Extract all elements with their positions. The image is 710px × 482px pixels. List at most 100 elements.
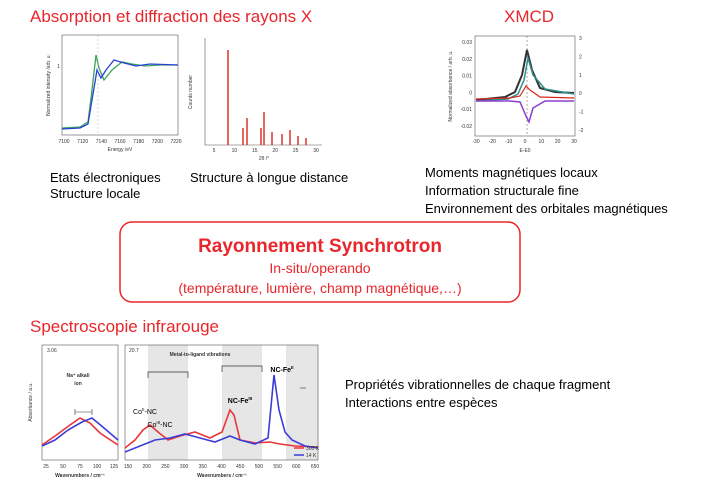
y-tick-label: 1 (57, 64, 60, 70)
axis-label: Normalized intensity /arb. u. (46, 54, 52, 116)
caption: Etats électroniques (50, 170, 161, 185)
y-tick-label: 0.01 (462, 74, 472, 80)
frame (61, 34, 179, 136)
peak-label: NC-FeII (270, 365, 293, 374)
x-tick-label: 0 (524, 139, 527, 145)
x-tick-label: 450 (236, 464, 245, 470)
peak-label: CoII-NC (133, 407, 157, 416)
center-line: (température, lumière, champ magnétique,… (178, 280, 461, 296)
axis-label: Absorbance / a.u. (28, 382, 34, 421)
bracket (221, 365, 263, 372)
frame (474, 35, 576, 137)
y-tick-label: 0.03 (462, 40, 472, 46)
axis-label: Wavenumbers / cm⁻¹ (55, 473, 105, 479)
x-tick-label: 30 (313, 148, 319, 154)
x-tick-label: 25 (293, 148, 299, 154)
axis-label: Wavenumbers / cm⁻¹ (197, 473, 247, 479)
curve (475, 49, 575, 101)
peak-label-base: Co (133, 409, 142, 416)
caption: Environnement des orbitales magnétiques (425, 201, 668, 216)
section-title: XMCD (504, 7, 554, 26)
axis-label: 3.06 (47, 348, 57, 354)
y-tick-label: 3 (579, 36, 582, 42)
x-tick-label: 50 (60, 464, 66, 470)
peak-label-rest: -NC (160, 422, 172, 429)
center-title: Rayonnement Synchrotron (198, 236, 442, 257)
x-tick-label: 550 (273, 464, 282, 470)
x-tick-label: 5 (213, 148, 216, 154)
peak-label: CoIII-NC (147, 420, 172, 429)
x-tick-label: 20 (272, 148, 278, 154)
xas-chart (61, 34, 179, 136)
peak-label-rest: -NC (145, 409, 157, 416)
center-line: In-situ/operando (269, 260, 370, 276)
ir-left-chart (41, 344, 119, 461)
axis-label: 2θ /° (259, 156, 269, 162)
bracket (74, 409, 93, 415)
axis-label: 20.7 (129, 348, 139, 354)
frame (41, 344, 119, 461)
y-tick-label: -1 (579, 110, 584, 116)
band (148, 345, 188, 460)
caption: Structure à longue distance (190, 170, 348, 185)
x-tick-label: 400 (217, 464, 226, 470)
x-tick-label: 500 (255, 464, 264, 470)
frame (124, 344, 319, 461)
axis-label: ion (74, 381, 82, 387)
x-tick-label: 7120 (77, 139, 88, 145)
y-tick-label: 0.02 (462, 57, 472, 63)
axis-label: Counts number (188, 75, 194, 110)
x-tick-label: 30 (571, 139, 577, 145)
x-tick-label: -30 (472, 139, 479, 145)
y-tick-label: 1 (579, 73, 582, 79)
x-tick-label: 7100 (58, 139, 69, 145)
legend-label: 14 K (306, 453, 317, 459)
x-tick-label: 75 (77, 464, 83, 470)
axis-label: Energy /eV (108, 147, 133, 153)
caption: Information structurale fine (425, 183, 579, 198)
x-tick-label: -10 (505, 139, 512, 145)
x-tick-label: 7160 (114, 139, 125, 145)
frame (204, 38, 322, 146)
center-box (119, 221, 521, 303)
curve (41, 417, 119, 446)
x-tick-label: 300 (180, 464, 189, 470)
axis-label: E-E0 (519, 148, 530, 154)
x-tick-label: 350 (199, 464, 208, 470)
curve (475, 85, 575, 100)
bracket (147, 371, 189, 378)
x-tick-label: 100 (93, 464, 102, 470)
x-tick-label: 15 (252, 148, 258, 154)
x-tick-label: 7140 (96, 139, 107, 145)
x-tick-label: 650 (311, 464, 320, 470)
axis-label: Normalized absorbance / arb. u. (448, 50, 454, 121)
x-tick-label: 25 (43, 464, 49, 470)
x-tick-label: 600 (292, 464, 301, 470)
y-tick-label: -0.02 (461, 124, 473, 130)
peak-label-base: Co (147, 422, 156, 429)
x-tick-label: 250 (161, 464, 170, 470)
x-tick-label: 200 (143, 464, 152, 470)
peak-label-base: NC-Fe (270, 367, 291, 374)
x-tick-label: 7200 (152, 139, 163, 145)
peak-label-sup: III (156, 420, 160, 425)
caption: Moments magnétiques locaux (425, 165, 598, 180)
section-title: Spectroscopie infrarouge (30, 317, 219, 336)
section-title: Absorption et diffraction des rayons X (30, 7, 312, 26)
peak-label-base: NC-Fe (228, 398, 249, 405)
peak-label-sup: II (291, 365, 294, 370)
caption: Interactions entre espèces (345, 395, 498, 410)
y-tick-label: 0 (579, 91, 582, 97)
axis-label: Metal-to-ligand vibrations (170, 352, 231, 358)
y-tick-label: -2 (579, 128, 584, 134)
curve (124, 408, 319, 449)
curve (61, 59, 179, 130)
curve (124, 374, 319, 453)
curve (41, 417, 119, 447)
x-tick-label: 7180 (133, 139, 144, 145)
caption: Structure locale (50, 186, 140, 201)
x-tick-label: 125 (110, 464, 119, 470)
peaks (227, 50, 307, 145)
xmcd-chart (474, 35, 576, 137)
x-tick-label: 10 (539, 139, 545, 145)
